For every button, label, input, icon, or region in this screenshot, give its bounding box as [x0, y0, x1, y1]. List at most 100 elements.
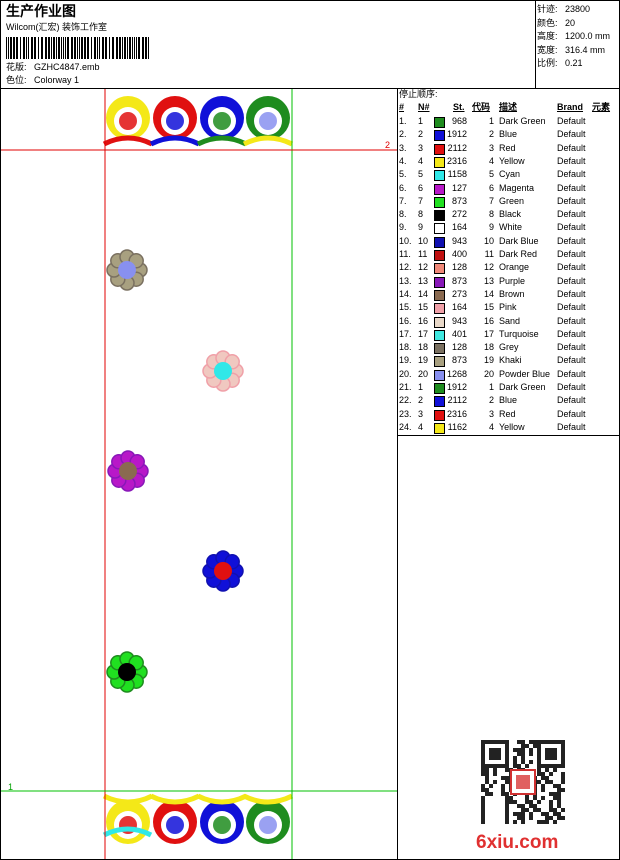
- watermark: 6xiu.com: [476, 832, 559, 853]
- row-stitches: 968: [451, 116, 467, 126]
- qr-module: [489, 792, 493, 796]
- row-description: Pink: [499, 302, 517, 313]
- barcode-bar: [16, 37, 18, 59]
- row-index: 4.: [399, 155, 407, 166]
- qr-module: [533, 740, 537, 744]
- row-stitches: 400: [451, 249, 467, 259]
- row-description: Yellow: [499, 421, 525, 432]
- scallop: [102, 826, 153, 838]
- barcode-bar: [6, 37, 7, 59]
- barcode-bar: [112, 37, 114, 59]
- row-index: 22.: [399, 395, 412, 406]
- color-swatch: [434, 196, 445, 208]
- row-description: White: [499, 222, 523, 233]
- qr-module: [517, 752, 521, 756]
- row-needle: 16: [418, 315, 429, 326]
- row-brand: Default: [557, 142, 586, 153]
- row-description: Turquoise: [499, 328, 539, 339]
- qr-module: [541, 796, 545, 800]
- design-label: 花版:: [6, 62, 27, 72]
- scallop: [196, 135, 248, 147]
- row-description: Grey: [499, 342, 519, 353]
- barcode-bar: [28, 37, 29, 59]
- barcode: [6, 37, 149, 59]
- qr-module: [561, 772, 565, 776]
- row-description: Orange: [499, 262, 530, 273]
- qr-module: [517, 804, 521, 808]
- qr-module: [549, 792, 553, 796]
- qr-module: [481, 748, 485, 752]
- qr-module: [505, 804, 509, 808]
- qr-module: [553, 768, 557, 772]
- qr-module: [481, 788, 485, 792]
- row-code: 18: [483, 342, 494, 353]
- info-value: 0.21: [565, 58, 583, 68]
- row-description: Dark Blue: [499, 235, 539, 246]
- qr-module: [521, 816, 525, 820]
- qr-module: [485, 780, 489, 784]
- qr-module: [485, 740, 489, 744]
- row-needle: 1: [418, 116, 424, 126]
- column-header: Brand: [557, 102, 584, 112]
- row-stitches: 873: [451, 195, 467, 206]
- design-preview: [1, 89, 397, 859]
- color-swatch: [434, 117, 445, 128]
- row-index: 16.: [399, 315, 412, 326]
- info-label: 针迹:: [537, 4, 558, 14]
- qr-module: [561, 776, 565, 780]
- motif-core: [119, 112, 137, 130]
- info-value: 23800: [565, 4, 591, 14]
- qr-module: [549, 780, 553, 784]
- row-index: 15.: [399, 302, 412, 313]
- qr-module: [485, 792, 489, 796]
- row-index: 17.: [399, 328, 412, 339]
- row-description: Dark Green: [499, 382, 546, 392]
- row-stitches: 1912: [446, 129, 467, 140]
- qr-module: [513, 748, 517, 752]
- barcode-bar: [142, 37, 144, 59]
- qr-module: [537, 768, 541, 772]
- row-index: 6.: [399, 182, 407, 193]
- qr-module: [509, 796, 513, 800]
- row-brand: Default: [557, 155, 586, 166]
- qr-module: [521, 744, 525, 748]
- barcode-bar: [116, 37, 118, 59]
- qr-module: [525, 796, 529, 800]
- scallop: [102, 793, 154, 805]
- row-stitches: 2316: [446, 155, 467, 166]
- row-code: 1: [488, 382, 494, 392]
- barcode-bar: [109, 37, 110, 59]
- qr-module: [481, 816, 485, 820]
- qr-module: [553, 756, 557, 760]
- barcode-bar: [53, 37, 55, 59]
- row-needle: 9: [418, 222, 424, 233]
- row-needle: 19: [418, 355, 429, 366]
- row-index: 23.: [399, 408, 412, 419]
- qr-module: [521, 808, 525, 812]
- qr-module: [505, 780, 509, 784]
- qr-module: [493, 780, 497, 784]
- motif-core: [166, 816, 184, 834]
- row-needle: 4: [418, 155, 424, 166]
- qr-module: [545, 768, 549, 772]
- qr-module: [561, 740, 565, 744]
- colorway-label: 色位:: [6, 75, 27, 85]
- row-code: 19: [483, 355, 494, 366]
- row-needle: 2: [418, 129, 424, 140]
- qr-module: [549, 816, 553, 820]
- qr-module: [541, 740, 545, 744]
- qr-module: [557, 764, 561, 768]
- barcode-bar: [56, 37, 57, 59]
- qr-module: [529, 800, 533, 804]
- row-description: Yellow: [499, 155, 525, 166]
- barcode-bar: [148, 37, 149, 59]
- row-brand: Default: [557, 262, 586, 273]
- qr-module: [513, 756, 517, 760]
- qr-module: [545, 776, 549, 780]
- qr-module: [489, 752, 493, 756]
- qr-module: [521, 756, 525, 760]
- qr-module: [517, 748, 521, 752]
- column-header: #: [399, 102, 405, 112]
- row-stitches: 273: [451, 288, 467, 299]
- color-swatch: [434, 316, 445, 328]
